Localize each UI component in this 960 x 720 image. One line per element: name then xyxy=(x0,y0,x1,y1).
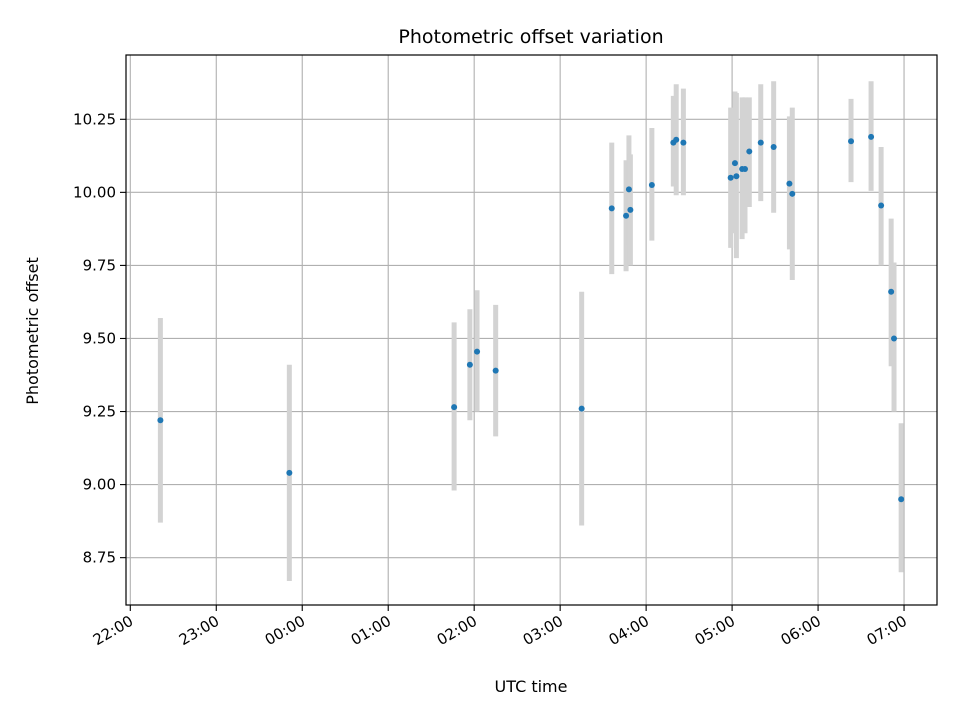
data-point xyxy=(625,186,632,193)
data-point xyxy=(623,212,630,219)
data-point xyxy=(648,182,655,189)
chart-title: Photometric offset variation xyxy=(398,26,663,48)
data-point xyxy=(466,361,473,368)
data-point xyxy=(627,206,634,213)
y-tick-label: 10.00 xyxy=(73,183,116,201)
data-point xyxy=(451,404,458,411)
data-point xyxy=(492,367,499,374)
data-point xyxy=(673,136,680,143)
data-point xyxy=(770,144,777,151)
plot-frame xyxy=(125,54,938,606)
data-point xyxy=(898,496,905,503)
data-point xyxy=(848,138,855,145)
y-tick-label: 9.25 xyxy=(83,403,116,421)
data-point xyxy=(608,205,615,212)
data-point xyxy=(578,405,585,412)
y-tick-label: 8.75 xyxy=(83,549,116,567)
data-point xyxy=(878,202,885,209)
data-point xyxy=(731,160,738,167)
data-point xyxy=(786,180,793,187)
x-axis-title: UTC time xyxy=(495,677,568,696)
data-point xyxy=(727,174,734,181)
data-points xyxy=(157,133,905,503)
data-point xyxy=(741,165,748,172)
data-point xyxy=(757,139,764,146)
data-point xyxy=(157,417,164,424)
data-point xyxy=(868,133,875,140)
grid xyxy=(126,55,937,605)
y-axis-title: Photometric offset xyxy=(23,257,42,405)
data-point xyxy=(474,348,481,355)
y-tick-label: 9.50 xyxy=(83,329,116,347)
y-axis-ticks: 8.75 9.00 9.25 9.50 9.75 10.00 10.25 xyxy=(73,110,126,567)
data-point xyxy=(680,139,687,146)
y-tick-label: 9.00 xyxy=(83,476,116,494)
data-point xyxy=(891,335,898,342)
data-point xyxy=(789,190,796,197)
data-point xyxy=(746,148,753,155)
y-tick-label: 9.75 xyxy=(83,256,116,274)
data-point xyxy=(286,469,293,476)
data-point xyxy=(888,288,895,295)
data-point xyxy=(733,173,740,180)
y-tick-label: 10.25 xyxy=(73,110,116,128)
